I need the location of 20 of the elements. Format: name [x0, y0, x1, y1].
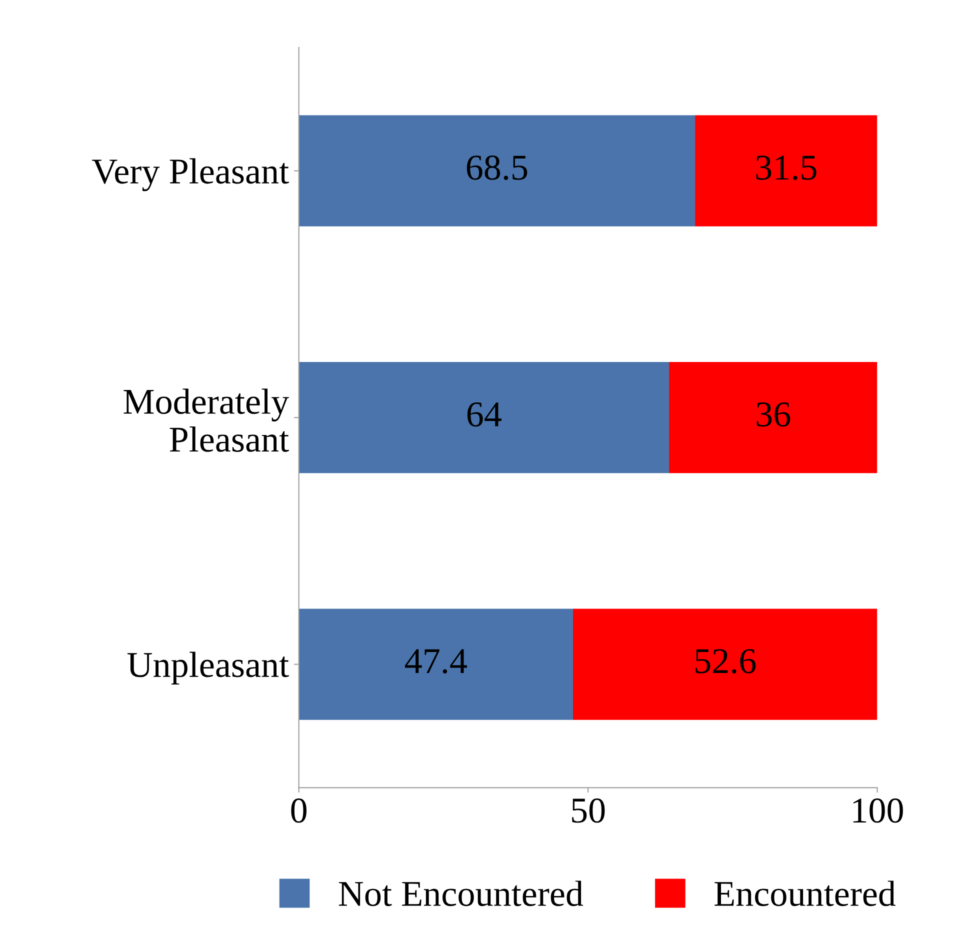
y-tick-label: Very Pleasant	[92, 158, 289, 192]
data-label: 47.4	[405, 649, 467, 674]
data-label: 68.5	[466, 155, 528, 180]
data-label: 64	[467, 402, 502, 427]
x-tick-label: 0	[291, 798, 306, 823]
bar	[298, 362, 670, 474]
x-tick-label: 100	[853, 798, 903, 823]
x-tick-label: 50	[572, 798, 605, 823]
data-label: 52.6	[696, 649, 756, 674]
bar	[298, 608, 573, 720]
y-tick-label: Unpleasant	[127, 652, 289, 685]
legend-label: Not Encountered	[338, 880, 584, 906]
bar	[695, 115, 878, 226]
data-label: 36	[756, 402, 790, 427]
bar	[669, 362, 878, 474]
legend-label: Encountered	[714, 880, 896, 906]
data-label: 31.5	[756, 156, 816, 180]
bar	[573, 608, 878, 720]
y-tick-label: Moderately Pleasant	[124, 388, 289, 452]
bar	[298, 115, 696, 226]
